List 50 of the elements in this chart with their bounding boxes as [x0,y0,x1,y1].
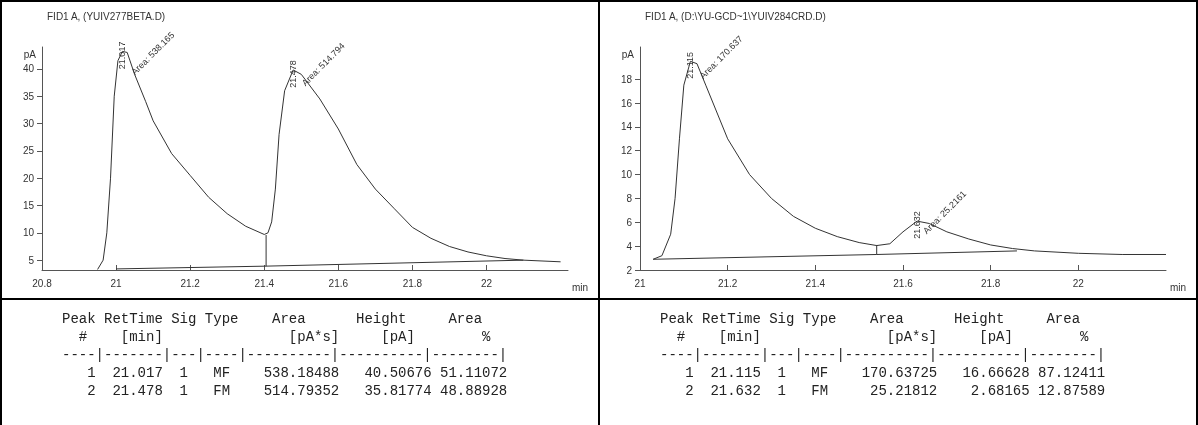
y-tick-label: 18 [620,73,633,85]
x-tick-label: 21.8 [980,277,1001,289]
text: 1 21.017 1 MF 538.18488 40.50676 51.11072 [86,364,509,382]
x-tick-label: 21.6 [893,277,914,289]
x-tick-label: 22 [480,277,493,289]
annotation: 21.632 [912,211,923,239]
text: 2 21.632 1 FM 25.21812 2.68165 12.87589 [684,382,1107,400]
x-tick-label: 20.8 [32,277,53,289]
y-tick-label: 8 [626,192,633,204]
y-tick-label: 12 [620,145,633,157]
x-tick-label: 21.4 [254,277,275,289]
x-tick-label: 21 [634,277,646,289]
text: ----|-------|---|----|----------|----------|--------| [62,346,509,364]
x-tick-label: 21.2 [180,277,201,289]
y-tick-label: 20 [22,172,35,184]
x-tick-label: 21.8 [402,277,423,289]
text: ----|-------|---|----|----------|----------|--------| [660,346,1107,364]
x-tick-label: 21.2 [717,277,738,289]
annotation: 21.115 [685,51,696,79]
chart-title: FID1 A, (D:\YU-GCD~1\YUIV284CRD.D) [645,10,826,22]
x-tick-label: 21.4 [805,277,826,289]
y-tick-label: 6 [626,216,633,228]
y-tick-label: 14 [620,121,633,133]
x-tick-label: 21.6 [328,277,349,289]
y-tick-label: 15 [22,200,35,211]
annotation: 21.017 [117,41,128,70]
y-tick-label: 2 [626,264,633,276]
y-axis-title: pA [23,48,37,60]
y-tick-label: 35 [22,90,35,102]
y-tick-label: 30 [22,118,35,130]
y-axis-title: pA [621,48,635,60]
x-axis-title: min [572,281,589,293]
text: 1 21.115 1 MF 170.63725 16.66628 87.12411 [684,364,1107,382]
text: 2 21.478 1 FM 514.79352 35.81774 48.88928 [86,382,509,400]
y-tick-label: 10 [22,227,35,239]
y-tick-label: 16 [620,97,633,109]
y-tick-label: 5 [28,254,35,266]
x-tick-label: 21 [110,277,123,289]
y-tick-label: 40 [22,63,35,75]
y-tick-label: 10 [620,169,633,181]
chart-title: FID1 A, (YUIV277BETA.D) [47,10,166,22]
text: Peak RetTime Sig Type Area Height Area [62,310,484,328]
text: # [min] [pA*s] [pA] % [77,328,492,346]
annotation: 21.478 [288,60,299,88]
text: Peak RetTime Sig Type Area Height Area [660,310,1082,328]
text: # [min] [pA*s] [pA] % [675,328,1090,346]
x-axis-title: min [1170,281,1187,293]
y-tick-label: 25 [22,145,35,157]
y-tick-label: 4 [626,240,633,252]
x-tick-label: 22 [1072,277,1085,289]
